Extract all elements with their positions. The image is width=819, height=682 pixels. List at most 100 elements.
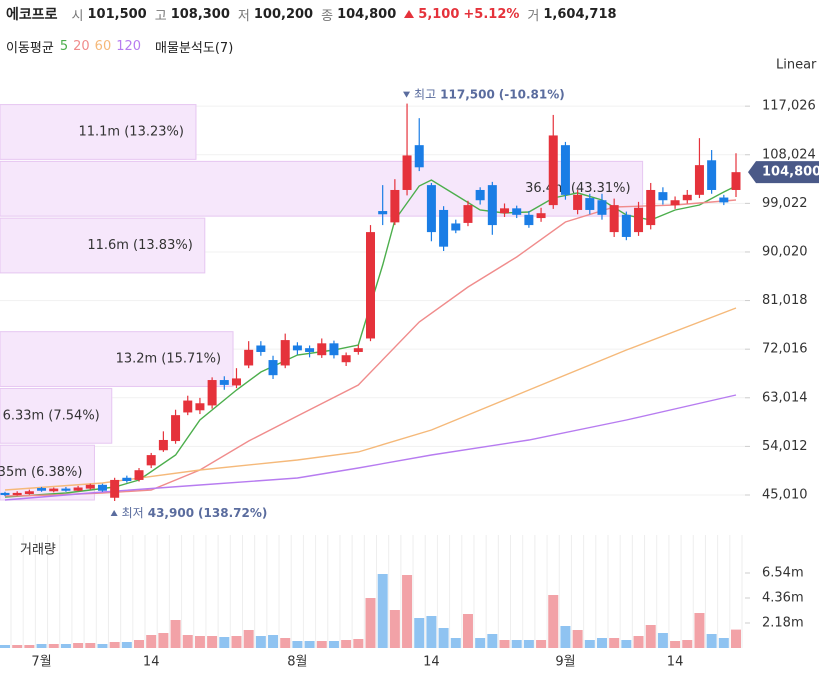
profile-label: 5.35m (6.38%): [0, 465, 82, 480]
volume-bar: [292, 641, 303, 648]
volume-bar: [426, 616, 437, 648]
volume-bar: [304, 641, 315, 648]
y-tick-label: 72,016: [762, 342, 808, 357]
x-tick-label: 14: [143, 655, 160, 670]
volume-bar: [621, 640, 632, 648]
y-tick-label: 99,022: [762, 196, 808, 211]
x-tick-label: 9월: [555, 655, 575, 670]
volume-bar: [694, 613, 705, 648]
candle-body: [487, 185, 497, 226]
volume-bar: [682, 640, 693, 648]
candle-body: [0, 492, 10, 496]
quote-value: 104,800: [337, 6, 397, 22]
volume-bar: [389, 610, 400, 648]
volume-bar: [536, 640, 547, 648]
candle-body: [61, 488, 71, 491]
legend-entry[interactable]: 20: [73, 39, 90, 54]
candle-body: [110, 479, 120, 498]
volume-bar: [731, 629, 741, 648]
volume-bar: [73, 643, 84, 648]
up-arrow: [404, 10, 415, 18]
candle-body: [219, 380, 229, 385]
quote-label: 고: [154, 8, 167, 24]
candle-body: [548, 135, 558, 206]
x-tick-label: 14: [667, 655, 684, 670]
volume-bar: [499, 640, 510, 648]
volume-bar: [341, 640, 352, 648]
candle-body: [670, 200, 680, 206]
x-tick-label: 8월: [287, 655, 307, 670]
scale-label: Linear: [776, 58, 817, 73]
y-tick-label: 117,026: [762, 99, 816, 114]
candle-body: [560, 145, 570, 195]
volume-bar: [633, 636, 644, 648]
volume-bar: [231, 636, 242, 648]
candle-body: [341, 355, 351, 363]
volume-bar: [12, 645, 23, 648]
quote-label: 시: [71, 8, 84, 24]
candle-body: [463, 205, 473, 223]
candle-body: [268, 360, 278, 376]
indicator-legend: 이동평균 5 20 60 120 매물분석도(7): [6, 37, 233, 56]
candle-body: [73, 487, 83, 491]
last-price-label: 104,800: [762, 165, 819, 180]
candle-body: [646, 189, 656, 226]
candle-body: [597, 200, 607, 215]
volume-bar: [268, 635, 279, 648]
quote-value: 108,300: [170, 6, 230, 22]
y-tick-label: 63,014: [762, 390, 808, 405]
candle-body: [524, 214, 534, 226]
volume-tick-label: 6.54m: [762, 566, 804, 581]
candle-body: [231, 378, 241, 386]
volume-tick-label: 4.36m: [762, 591, 804, 606]
annotation-change: (-10.81%): [499, 87, 565, 101]
profile-title[interactable]: 매물분석도(7): [155, 41, 234, 56]
profile-band: [0, 104, 197, 160]
volume-bar: [121, 642, 132, 648]
quote-value: 101,500: [87, 6, 147, 22]
profile-band: [0, 387, 113, 444]
volume-bar: [146, 635, 157, 648]
legend-entry[interactable]: 60: [94, 39, 112, 54]
candle-body: [585, 198, 595, 210]
volume-bar: [134, 640, 145, 648]
candle-body: [451, 223, 461, 231]
volume-bar: [718, 638, 729, 648]
annotation-value: 43,900: [148, 505, 194, 519]
volume-bar: [109, 642, 120, 648]
candle-body: [353, 348, 363, 352]
candle-body: [609, 205, 619, 233]
candle-body: [97, 484, 107, 491]
volume-title: 거래량: [20, 543, 56, 558]
legend-entry[interactable]: 120: [116, 39, 142, 54]
volume-tick-label: 2.18m: [762, 616, 804, 631]
y-tick-label: 108,024: [762, 147, 816, 162]
candle-body: [122, 477, 132, 482]
candle-body: [207, 380, 217, 406]
volume-bar: [438, 628, 449, 648]
volume-bar: [414, 618, 425, 648]
last-price-tag: [748, 161, 819, 184]
volume-bar: [85, 643, 96, 648]
candle-body: [305, 348, 315, 352]
candle-body: [171, 415, 181, 442]
candle-body: [256, 345, 266, 352]
candle-body: [731, 172, 741, 190]
volume-bar: [365, 598, 376, 648]
profile-band: [0, 217, 206, 274]
legend-entry[interactable]: 5: [59, 39, 69, 54]
volume-value: 1,604,718: [543, 6, 617, 22]
volume-bar: [584, 640, 595, 648]
candle-body: [85, 484, 95, 489]
candle-body: [24, 491, 34, 494]
volume-bar: [645, 625, 656, 648]
volume-bar: [97, 644, 108, 648]
volume-bar: [280, 638, 291, 648]
volume-bar: [670, 641, 681, 648]
x-tick-label: 7월: [31, 655, 51, 670]
quote-value: 100,200: [253, 6, 314, 22]
volume-label: 거: [527, 8, 540, 24]
candle-body: [366, 232, 375, 339]
volume-bar: [194, 636, 205, 648]
